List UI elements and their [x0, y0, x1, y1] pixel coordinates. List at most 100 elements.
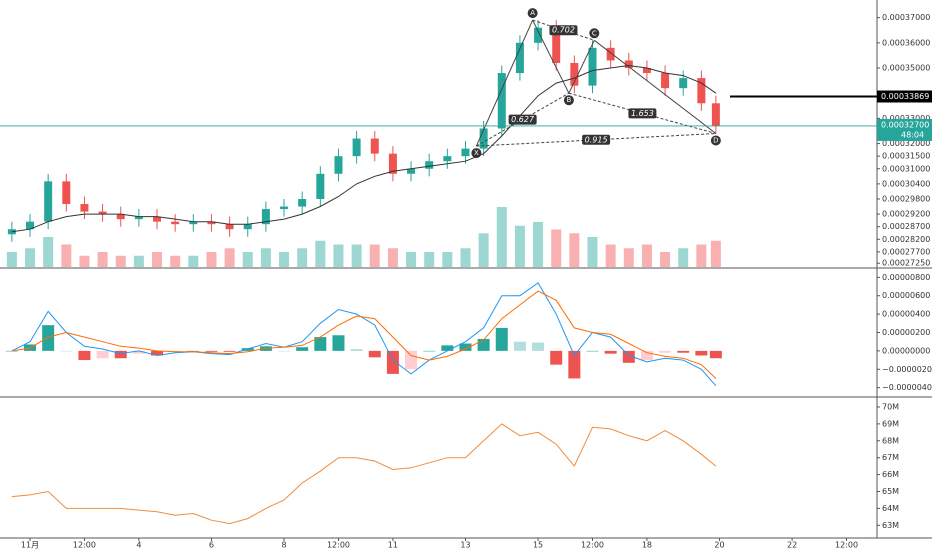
histogram-bar [405, 350, 418, 370]
ratio-box [582, 134, 611, 145]
volume-bar [460, 248, 471, 267]
ratio-box [628, 108, 657, 119]
histogram-bar [386, 350, 399, 374]
histogram-bar [441, 345, 454, 351]
volume-bar [61, 244, 72, 267]
candle-body [171, 221, 180, 225]
y-tick-label: 0.00031500 [882, 152, 930, 161]
y-tick-label: 0.00032000 [882, 139, 930, 148]
histogram-bar [495, 327, 508, 351]
volume-bar [424, 252, 435, 267]
candle-body [26, 221, 35, 230]
y-tick-label: 0.00035000 [882, 64, 930, 73]
ratio-label: 1.653 [631, 109, 654, 118]
volume-bar [406, 252, 417, 267]
y-tick-label: 0.00028700 [882, 222, 930, 231]
histogram-bar [640, 350, 653, 361]
y-tick-label: 64M [882, 504, 899, 513]
histogram-bar [659, 350, 672, 353]
volume-bar [170, 255, 181, 267]
volume-bar [242, 252, 253, 267]
histogram-bar [423, 350, 436, 352]
histogram-bar [459, 343, 472, 351]
histogram-bar [332, 335, 345, 351]
y-tick-label: 67M [882, 453, 899, 462]
pattern-point [471, 148, 482, 159]
pattern-point [710, 135, 721, 146]
y-tick-label: 0.00031000 [882, 164, 930, 173]
volume-bar [351, 244, 362, 267]
x-tick-label: 8 [281, 541, 286, 550]
candle-body [298, 198, 307, 207]
ratio-box [508, 114, 537, 125]
histogram-bar [151, 350, 164, 356]
y-tick-label: 0.00000000 [882, 346, 930, 355]
level-label: 0.00033869 [881, 92, 929, 101]
volume-bar [369, 244, 380, 267]
y-tick-label: 0.00036000 [882, 38, 930, 47]
pattern-line [594, 39, 717, 134]
obv-line [11, 423, 717, 525]
candle-body [225, 224, 234, 230]
histogram-bar [550, 350, 563, 365]
volume-bar [152, 252, 163, 267]
candle-body [370, 138, 379, 154]
pattern-line [476, 92, 570, 147]
x-tick-label: 15 [533, 541, 543, 550]
pattern-point [527, 8, 538, 19]
candle-body [661, 73, 670, 89]
volume-bar [696, 244, 707, 267]
histogram-bar [368, 350, 381, 358]
histogram-bar [5, 350, 18, 352]
y-tick-label: 66M [882, 470, 899, 479]
ratio-box [549, 25, 578, 36]
volume-bar [569, 233, 580, 267]
histogram-bar [622, 350, 635, 363]
candle-body [497, 73, 506, 129]
pattern-line [532, 19, 570, 94]
candle-body [588, 47, 597, 86]
y-tick-label: 0.00000200 [882, 328, 930, 337]
volume-bar [641, 244, 652, 267]
histogram-bar [677, 350, 690, 353]
volume-bar [260, 248, 271, 267]
candle-body [407, 168, 416, 174]
x-tick-label: 4 [136, 541, 141, 550]
volume-bar [224, 248, 235, 267]
y-tick-label: 0.00000600 [882, 291, 930, 300]
candle-body [552, 27, 561, 63]
countdown: 48:04 [901, 130, 924, 139]
candle-body [334, 156, 343, 174]
y-tick-label: 63M [882, 521, 899, 530]
moving-average [11, 64, 717, 233]
y-tick-label: 0.00027250 [882, 259, 930, 268]
candle-body [479, 128, 488, 149]
y-tick-label: 0.00029200 [882, 210, 930, 219]
y-tick-label: 0.00000800 [882, 273, 930, 282]
candle-body [316, 173, 325, 199]
pattern-point [563, 95, 574, 106]
volume-bar [587, 237, 598, 267]
candle-body [679, 78, 688, 89]
volume-bar [206, 252, 217, 267]
volume-bar [623, 248, 634, 267]
y-tick-label: 0.00028200 [882, 235, 930, 244]
candle-body [425, 161, 434, 169]
candle-body [134, 216, 143, 220]
x-tick-label: 22 [787, 541, 797, 550]
pattern-line [475, 19, 534, 147]
pattern-line [568, 40, 595, 94]
candle-body [261, 209, 270, 225]
volume-bar [605, 244, 616, 267]
y-tick-label: 70M [882, 402, 899, 411]
candle-body [62, 181, 71, 205]
histogram-bar [278, 350, 291, 352]
y-tick-label: 69M [882, 419, 899, 428]
x-tick-label: 11月 [21, 541, 39, 550]
candle-body [606, 47, 615, 61]
candle-body [280, 206, 289, 210]
volume-bar [188, 255, 199, 267]
volume-bar [710, 240, 721, 267]
candle-body [116, 214, 125, 220]
